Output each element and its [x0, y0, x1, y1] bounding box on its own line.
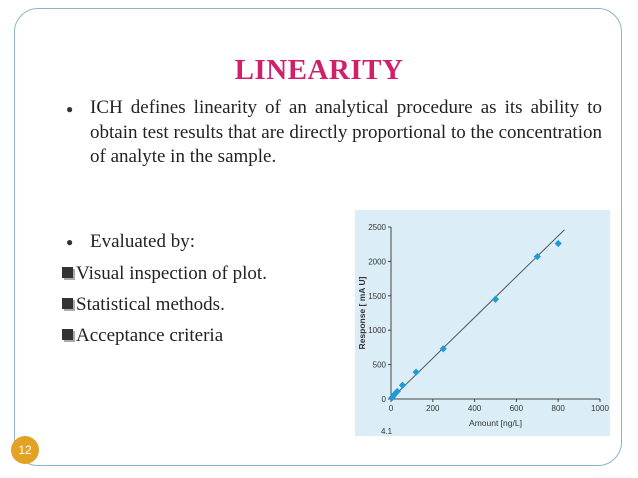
x-tick-label: 600 [510, 404, 524, 413]
x-tick-label: 800 [552, 404, 566, 413]
bullet-dot-icon: ● [66, 235, 74, 249]
y-tick-label: 2500 [368, 223, 386, 232]
bullet-dot-icon: ● [66, 102, 74, 116]
y-tick-label: 1000 [368, 326, 386, 335]
definition-bullet: ● ICH defines linearity of an analytical… [62, 96, 602, 170]
data-point [491, 295, 500, 303]
data-point [554, 239, 562, 248]
list-item: Visual inspection of plot. [62, 263, 267, 285]
x-tick-label: 400 [468, 404, 482, 413]
x-tick-label: 0 [389, 404, 394, 413]
x-tick-label: 200 [426, 404, 440, 413]
square-bullet-icon [62, 329, 73, 340]
list-item-label: Visual inspection of plot. [76, 263, 267, 284]
y-tick-label: 1500 [368, 292, 386, 301]
page-number-badge: 12 [11, 436, 39, 464]
y-axis-label: Response [ mA U] [357, 276, 367, 349]
slide-frame [14, 8, 622, 466]
y-tick-label: 0 [382, 395, 387, 404]
x-axis-label: Amount [ng/L] [469, 418, 522, 428]
cut-label: 4.1 [381, 427, 393, 436]
slide-title: LINEARITY [234, 54, 404, 86]
list-item: Acceptance criteria [62, 325, 223, 347]
data-point [398, 381, 407, 389]
list-item-label: Statistical methods. [76, 294, 225, 315]
linearity-chart: 0 500 1000 1500 2000 2500 0 200 400 600 800 1000 Amo… [355, 210, 610, 436]
evaluated-by-label: Evaluated by: [90, 231, 195, 252]
chart-background [355, 210, 610, 436]
list-item-label: Acceptance criteria [76, 325, 224, 346]
x-tick-label: 1000 [591, 404, 609, 413]
list-item: Statistical methods. [62, 294, 225, 316]
data-point [393, 387, 401, 396]
evaluated-by-bullet: ● Evaluated by: [62, 231, 195, 253]
definition-text: ICH defines linearity of an analytical p… [90, 97, 602, 167]
y-tick-label: 2000 [368, 257, 386, 266]
square-bullet-icon [62, 267, 73, 278]
y-tick-label: 500 [373, 361, 387, 370]
square-bullet-icon [62, 298, 73, 309]
data-point [439, 345, 447, 353]
